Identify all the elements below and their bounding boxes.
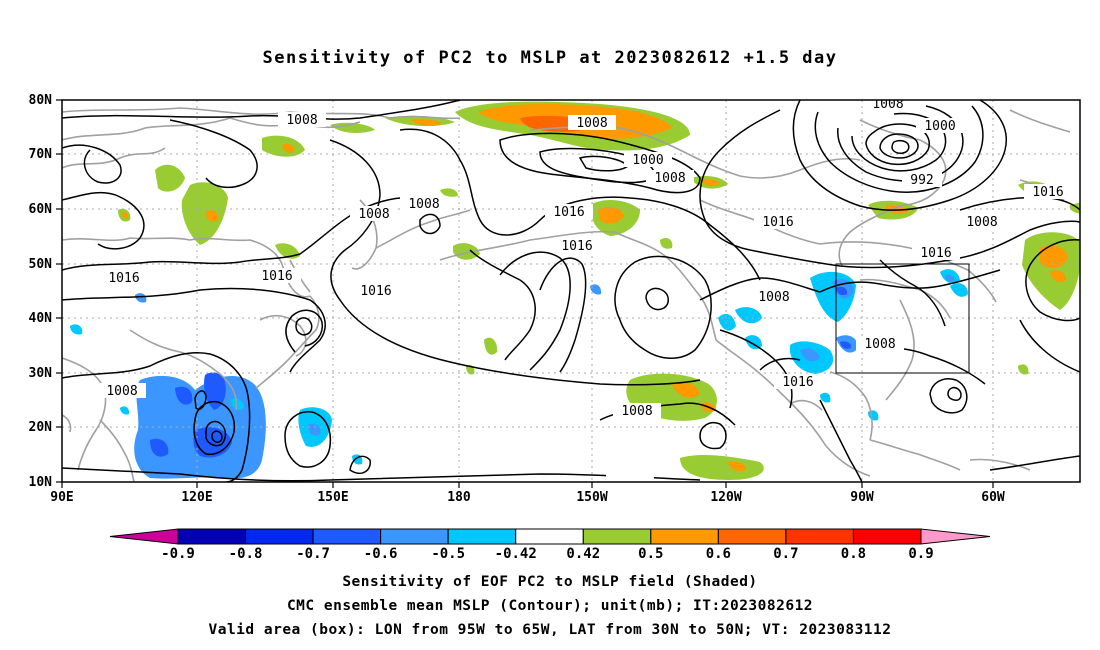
contour-label: 1016 xyxy=(920,246,951,261)
lat-label: 50N xyxy=(29,257,53,272)
contour-label: 1016 xyxy=(561,239,592,254)
map-frame xyxy=(61,99,1081,483)
contour-label: 1008 xyxy=(654,171,685,186)
footer-line-shading: Sensitivity of EOF PC2 to MSLP field (Sh… xyxy=(342,574,758,590)
colorbar-tick-label: -0.6 xyxy=(364,546,398,562)
lon-label: 120W xyxy=(710,490,741,505)
contour-label: 1016 xyxy=(360,284,391,299)
contour-label: 1016 xyxy=(261,269,292,284)
contour-label: 1016 xyxy=(108,271,139,286)
contour-label: 992 xyxy=(910,173,933,188)
latitude-labels: 80N 70N 60N 50N 40N 30N 20N 10N xyxy=(29,93,53,490)
valid-area-box xyxy=(835,263,970,374)
lat-label: 30N xyxy=(29,366,53,381)
contour-label: 1008 xyxy=(408,197,439,212)
contour-label: 1016 xyxy=(762,215,793,230)
colorbar-upper-extend xyxy=(920,528,991,545)
contour-label: 1008 xyxy=(576,116,607,131)
lon-label: 120E xyxy=(181,490,212,505)
contour-labels: 1008 1008 1000 1008 1008 1008 1016 1008 … xyxy=(98,97,1072,481)
contour-label: 1016 xyxy=(1032,185,1063,200)
contour-label: 1008 xyxy=(286,113,317,128)
colorbar-swatch xyxy=(245,528,314,545)
colorbar-swatch xyxy=(515,528,584,545)
lat-label: 40N xyxy=(29,311,53,326)
colorbar-swatch xyxy=(312,528,382,545)
contour-label: 1008 xyxy=(358,207,389,222)
colorbar-tick-label: -0.9 xyxy=(161,546,195,562)
contour-label: 1000 xyxy=(924,119,955,134)
colorbar: -0.9 -0.8 -0.7 -0.6 -0.5 -0.42 0.42 0.5 0.6 0.7 0.… xyxy=(109,528,991,562)
contour-label: 1008 xyxy=(872,97,903,112)
colorbar-swatch xyxy=(852,528,922,545)
contour-label: 1008 xyxy=(106,384,137,399)
map-panel: 1008 1008 1000 1008 1008 1008 1016 1008 … xyxy=(62,97,1080,482)
colorbar-swatch xyxy=(447,528,517,545)
lat-label: 10N xyxy=(29,475,53,490)
contour-label: 1008 xyxy=(966,215,997,230)
colorbar-swatch xyxy=(785,528,854,545)
colorbar-swatch xyxy=(380,528,449,545)
colorbar-tick-label: -0.5 xyxy=(431,546,465,562)
colorbar-tick-label: 0.42 xyxy=(566,546,600,562)
lon-label: 150W xyxy=(576,490,607,505)
plot-title: Sensitivity of PC2 to MSLP at 2023082612… xyxy=(262,48,838,68)
colorbar-lower-extend xyxy=(109,528,179,545)
lat-label: 70N xyxy=(29,147,53,162)
colorbar-tick-label: -0.7 xyxy=(296,546,330,562)
contour-label: 1008 xyxy=(864,337,895,352)
contour-label: 1008 xyxy=(758,290,789,305)
colorbar-tick-label: -0.8 xyxy=(229,546,263,562)
contour-label: 1008 xyxy=(621,404,652,419)
axis-ticks xyxy=(56,99,994,488)
lat-label: 60N xyxy=(29,202,53,217)
lon-label: 90W xyxy=(850,490,874,505)
lon-label: 90E xyxy=(50,490,73,505)
lon-label: 150E xyxy=(317,490,348,505)
colorbar-tick-label: 0.6 xyxy=(706,546,731,562)
footer-line-valid-area: Valid area (box): LON from 95W to 65W, L… xyxy=(208,622,892,638)
contour-label: 1000 xyxy=(632,153,663,168)
colorbar-tick-label: 0.9 xyxy=(908,546,933,562)
lat-label: 20N xyxy=(29,420,53,435)
colorbar-swatch xyxy=(177,528,247,545)
lon-label: 60W xyxy=(981,490,1005,505)
footer-line-contour: CMC ensemble mean MSLP (Contour); unit(m… xyxy=(286,598,814,614)
colorbar-tick-label: 0.8 xyxy=(841,546,866,562)
colorbar-tick-label: 0.7 xyxy=(773,546,798,562)
colorbar-swatch xyxy=(650,528,719,545)
colorbar-swatch xyxy=(582,528,652,545)
colorbar-swatch xyxy=(717,528,787,545)
lon-label: 180 xyxy=(447,490,471,505)
colorbar-tick-label: 0.5 xyxy=(638,546,663,562)
contour-label: 1016 xyxy=(553,205,584,220)
contour-label: 1016 xyxy=(782,375,813,390)
colorbar-tick-label: -0.42 xyxy=(495,546,537,562)
longitude-labels: 90E 120E 150E 180 150W 120W 90W 60W xyxy=(50,490,1005,505)
lat-label: 80N xyxy=(29,93,53,108)
grid-lines xyxy=(62,100,1080,482)
